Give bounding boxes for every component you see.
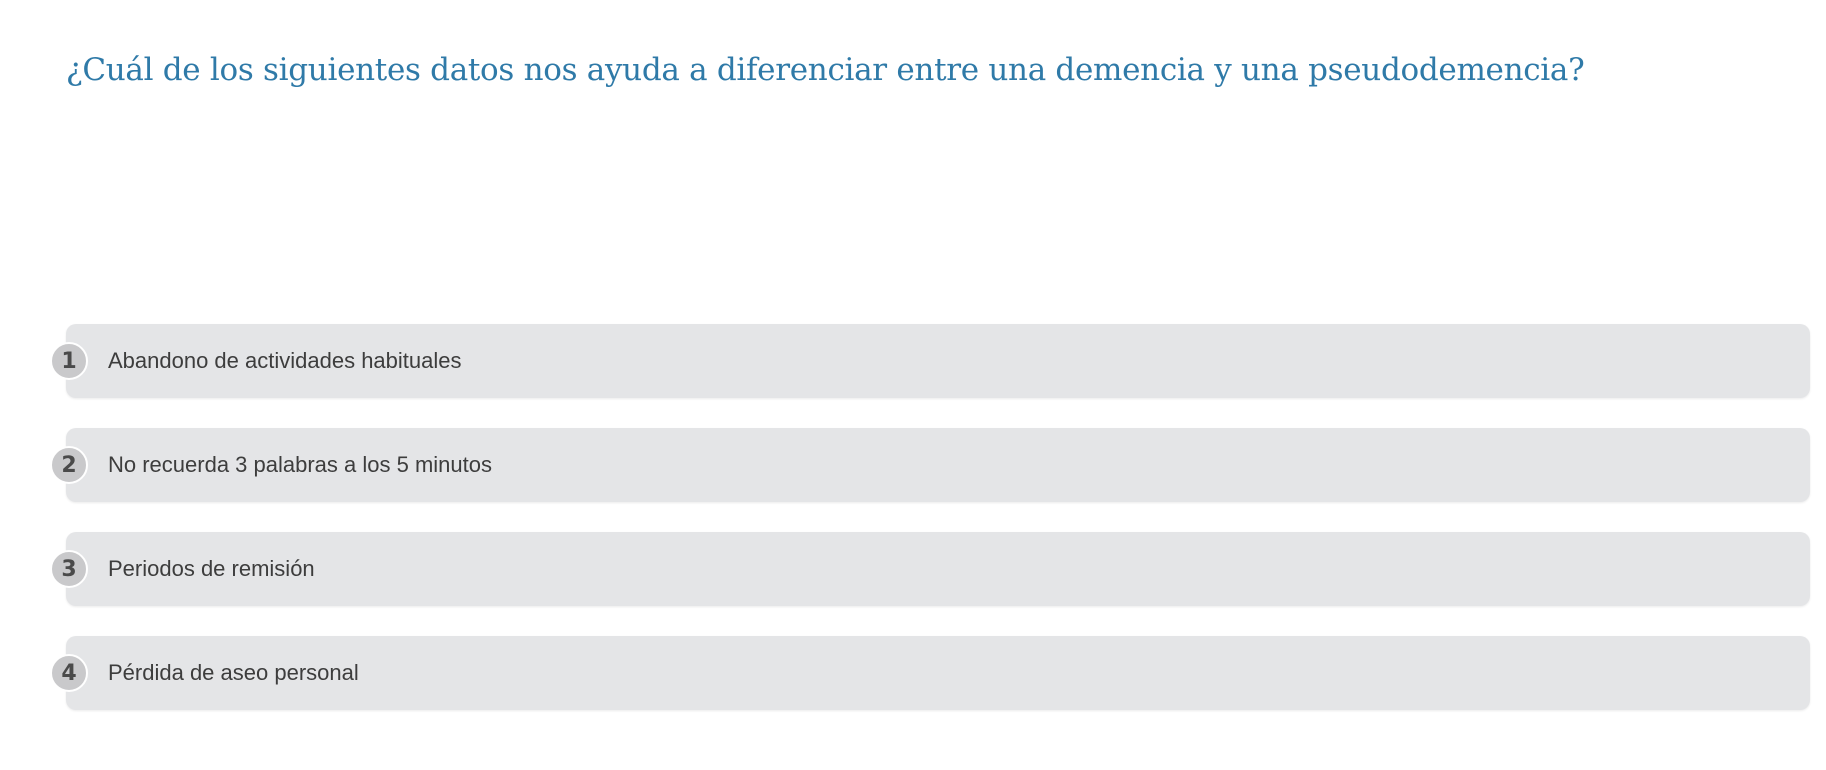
option-label: No recuerda 3 palabras a los 5 minutos bbox=[108, 452, 492, 477]
option-number-badge: 4 bbox=[50, 654, 88, 692]
option-label: Periodos de remisión bbox=[108, 556, 315, 581]
answer-option-1[interactable]: 1 Abandono de actividades habituales bbox=[50, 324, 1810, 398]
question-text: ¿Cuál de los siguientes datos nos ayuda … bbox=[66, 52, 1585, 88]
answer-option-3[interactable]: 3 Periodos de remisión bbox=[50, 532, 1810, 606]
option-label: Pérdida de aseo personal bbox=[108, 660, 359, 685]
answer-option-2[interactable]: 2 No recuerda 3 palabras a los 5 minutos bbox=[50, 428, 1810, 502]
answer-option-4[interactable]: 4 Pérdida de aseo personal bbox=[50, 636, 1810, 710]
option-label: Abandono de actividades habituales bbox=[108, 348, 462, 373]
option-number-badge: 3 bbox=[50, 550, 88, 588]
option-number-badge: 1 bbox=[50, 342, 88, 380]
option-number-badge: 2 bbox=[50, 446, 88, 484]
